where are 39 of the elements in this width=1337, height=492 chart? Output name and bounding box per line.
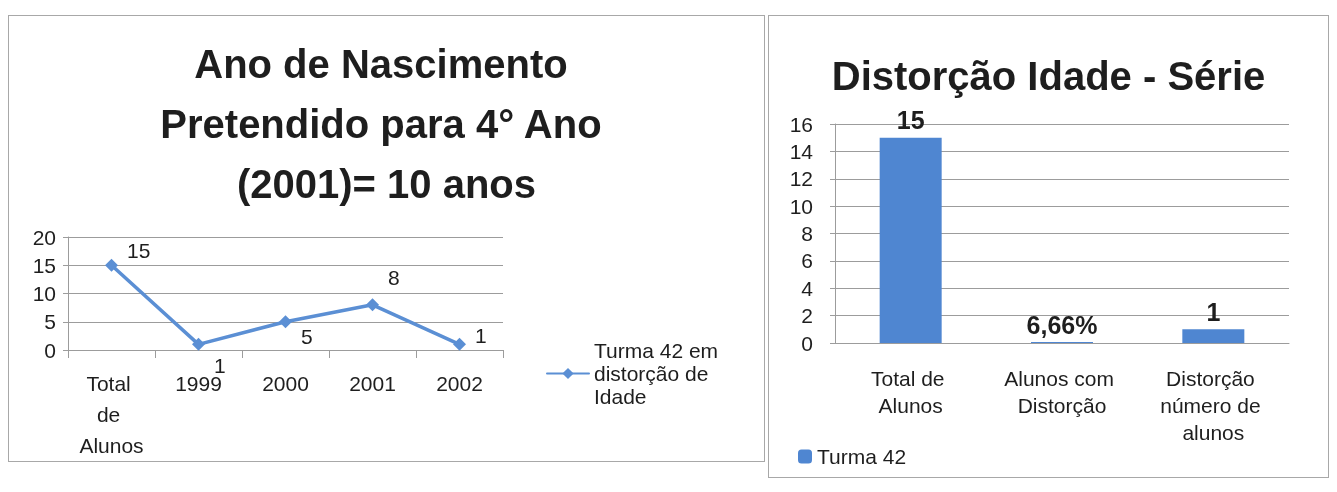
- x-tick-label: Total de Alunos: [870, 367, 951, 417]
- y-tick-label: 16: [789, 112, 813, 136]
- point: [192, 337, 205, 351]
- legend-label: Turma 42 em distorção de Idade: [594, 339, 724, 408]
- y-tick-label: 0: [44, 338, 56, 362]
- data-label: 1: [475, 323, 487, 347]
- y-tick-label: 6: [801, 249, 813, 273]
- y-tick-label: 0: [801, 331, 813, 355]
- data-label: 8: [388, 266, 400, 290]
- y-tick-label: 10: [32, 282, 56, 305]
- y-tick-label: 10: [789, 194, 813, 218]
- x-tick-label: 2002: [436, 372, 483, 395]
- x-tick-label: 2001: [349, 372, 396, 395]
- y-tick-label: 15: [32, 253, 56, 277]
- x-tick-label: Distorção número de alunos: [1160, 367, 1267, 444]
- data-label: 5: [301, 325, 313, 349]
- data-label: 15: [896, 106, 925, 135]
- chart-title: Distorção Idade - Série: [831, 54, 1266, 98]
- y-tick-label: 4: [801, 276, 814, 300]
- y-tick-label: 14: [789, 139, 814, 163]
- data-label: 15: [127, 238, 151, 262]
- point: [279, 315, 292, 329]
- bar: [879, 137, 942, 343]
- y-tick-label: 12: [789, 167, 813, 191]
- point: [366, 298, 379, 312]
- y-tick-label: 20: [32, 225, 56, 249]
- y-tick-label: 5: [44, 310, 56, 334]
- x-tick-label: Alunos com Distorção: [1004, 367, 1120, 417]
- data-label: 1: [1206, 297, 1221, 326]
- chart-title: Ano de Nascimento Pretendido para 4° Ano (2001)= 10 anos: [160, 42, 613, 206]
- x-tick-label: Total de Alunos: [79, 372, 144, 457]
- y-tick-label: 8: [801, 222, 813, 245]
- bar: [1182, 329, 1245, 343]
- data-label: 6,66%: [1026, 310, 1098, 339]
- point: [105, 258, 118, 272]
- y-tick-label: 2: [801, 304, 813, 328]
- point: [453, 337, 466, 351]
- legend-label: Turma 42: [817, 445, 907, 468]
- x-tick-label: 2000: [262, 372, 309, 395]
